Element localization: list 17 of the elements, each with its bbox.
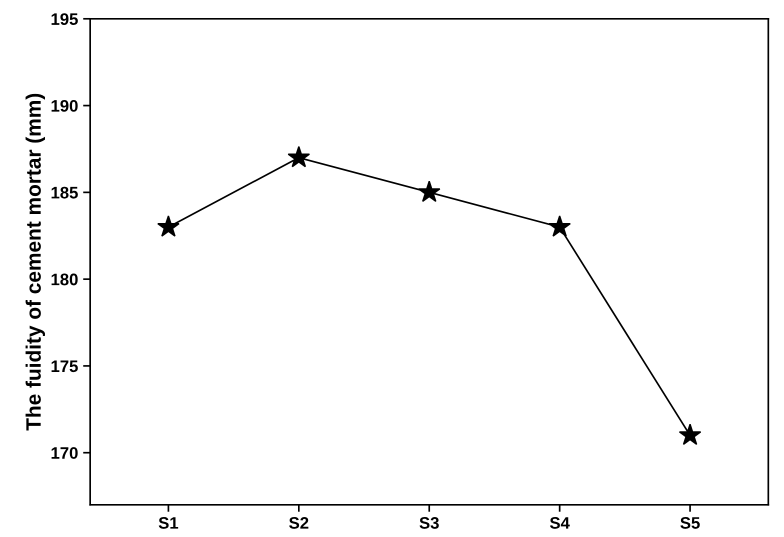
x-tick-label: S2 [289, 517, 308, 529]
point [418, 180, 441, 202]
y-tick-label: 185 [52, 186, 78, 199]
point [288, 146, 310, 168]
y-tick-label: 180 [52, 274, 78, 286]
y-tick-label: 190 [52, 100, 78, 112]
x-tick-label: S4 [550, 517, 570, 529]
y-axis-title: The fuidity of cement mortar (mm) [26, 94, 45, 431]
x-tick-label: S3 [420, 517, 439, 529]
y-tick-label: 170 [52, 447, 78, 459]
x-tick-label: S5 [680, 517, 700, 529]
y-tick-label: 175 [52, 360, 78, 372]
point [157, 215, 180, 237]
point [678, 424, 702, 446]
y-tick-label: 195 [52, 13, 78, 25]
point [548, 215, 571, 237]
x-tick-label: S1 [158, 517, 178, 529]
